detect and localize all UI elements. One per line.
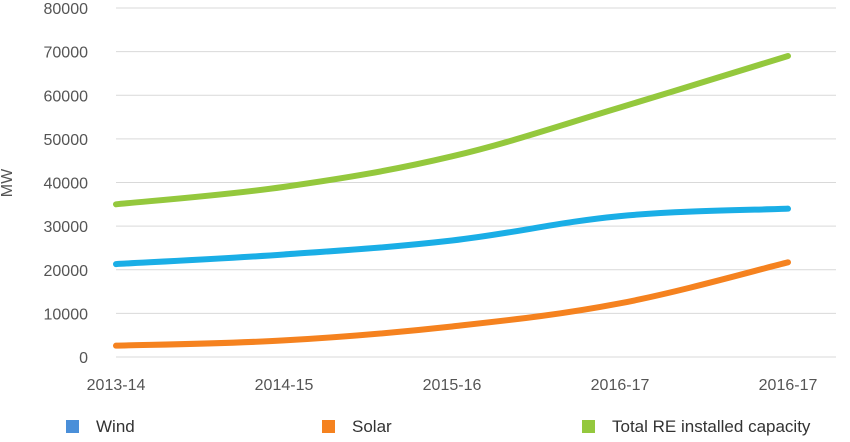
y-tick-label: 20000 [44,263,89,280]
series-line-wind [113,205,791,268]
y-tick-label: 0 [79,350,88,367]
x-tick-label: 2016-17 [591,377,650,394]
x-tick-label: 2014-15 [255,377,314,394]
legend-marker [66,420,79,433]
legend-marker [582,420,595,433]
legend-marker [322,420,335,433]
x-tick-label: 2013-14 [87,377,146,394]
x-axis-ticks: 2013-14 2014-15 2015-16 2016-17 2016-17 [87,377,818,394]
series-line-solar [113,259,791,349]
y-tick-label: 50000 [44,132,89,149]
y-tick-label: 60000 [44,88,89,105]
x-tick-label: 2016-17 [759,377,818,394]
y-tick-label: 70000 [44,45,89,62]
y-tick-label: 30000 [44,219,89,236]
y-tick-label: 40000 [44,176,89,193]
legend-item: Total RE installed capacity [582,417,811,436]
legend-item: Solar [322,417,392,436]
series-lines [113,52,791,349]
gridlines [116,7,836,358]
x-tick-label: 2015-16 [423,377,482,394]
y-axis-title: MW [0,168,16,197]
legend-item: Wind [66,417,135,436]
y-axis-ticks: 0 10000 20000 30000 40000 50000 60000 70000 8000… [44,1,89,367]
y-tick-label: 10000 [44,306,89,323]
legend: Wind Solar Total RE installed capacity [66,417,811,436]
legend-label: Solar [352,417,392,436]
legend-label: Wind [96,417,135,436]
y-tick-label: 80000 [44,1,89,18]
legend-label: Total RE installed capacity [612,417,811,436]
